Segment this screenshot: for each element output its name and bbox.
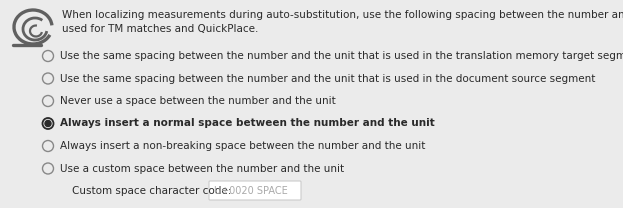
Text: Use the same spacing between the number and the unit that is used in the transla: Use the same spacing between the number … — [60, 51, 623, 61]
Text: Use a custom space between the number and the unit: Use a custom space between the number an… — [60, 163, 344, 173]
Text: Custom space character code:: Custom space character code: — [72, 186, 231, 196]
FancyBboxPatch shape — [209, 181, 301, 200]
Text: Use the same spacing between the number and the unit that is used in the documen: Use the same spacing between the number … — [60, 73, 596, 83]
Text: Always insert a non-breaking space between the number and the unit: Always insert a non-breaking space betwe… — [60, 141, 426, 151]
Text: U+0020 SPACE: U+0020 SPACE — [214, 186, 288, 196]
Text: When localizing measurements during auto-substitution, use the following spacing: When localizing measurements during auto… — [62, 10, 623, 20]
Text: Always insert a normal space between the number and the unit: Always insert a normal space between the… — [60, 119, 435, 129]
Text: Never use a space between the number and the unit: Never use a space between the number and… — [60, 96, 336, 106]
Circle shape — [45, 120, 51, 126]
Text: used for TM matches and QuickPlace.: used for TM matches and QuickPlace. — [62, 24, 259, 34]
